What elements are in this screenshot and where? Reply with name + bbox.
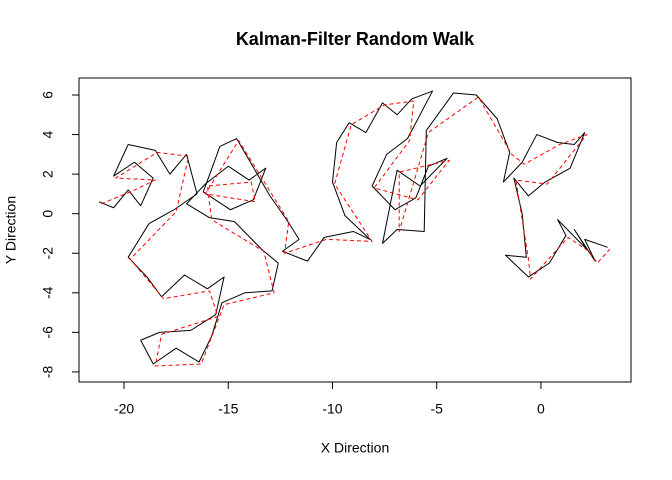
y-tick-label: 6	[40, 91, 56, 99]
x-tick-label: -5	[430, 401, 443, 417]
chart-title: Kalman-Filter Random Walk	[236, 29, 475, 49]
y-tick-label: -2	[40, 247, 56, 260]
walk-line	[98, 90, 608, 365]
x-tick-label: 0	[537, 401, 545, 417]
y-tick-label: -8	[40, 365, 56, 378]
y-tick-label: -4	[40, 286, 56, 299]
x-tick-label: -15	[218, 401, 238, 417]
y-tick-label: -6	[40, 326, 56, 339]
y-tick-label: 4	[40, 130, 56, 138]
x-axis-label: X Direction	[321, 440, 389, 456]
y-tick-label: 0	[40, 210, 56, 218]
x-tick-label: -10	[322, 401, 342, 417]
x-tick-label: -20	[114, 401, 134, 417]
y-tick-label: 2	[40, 170, 56, 178]
y-axis-label: Y Direction	[3, 196, 19, 264]
